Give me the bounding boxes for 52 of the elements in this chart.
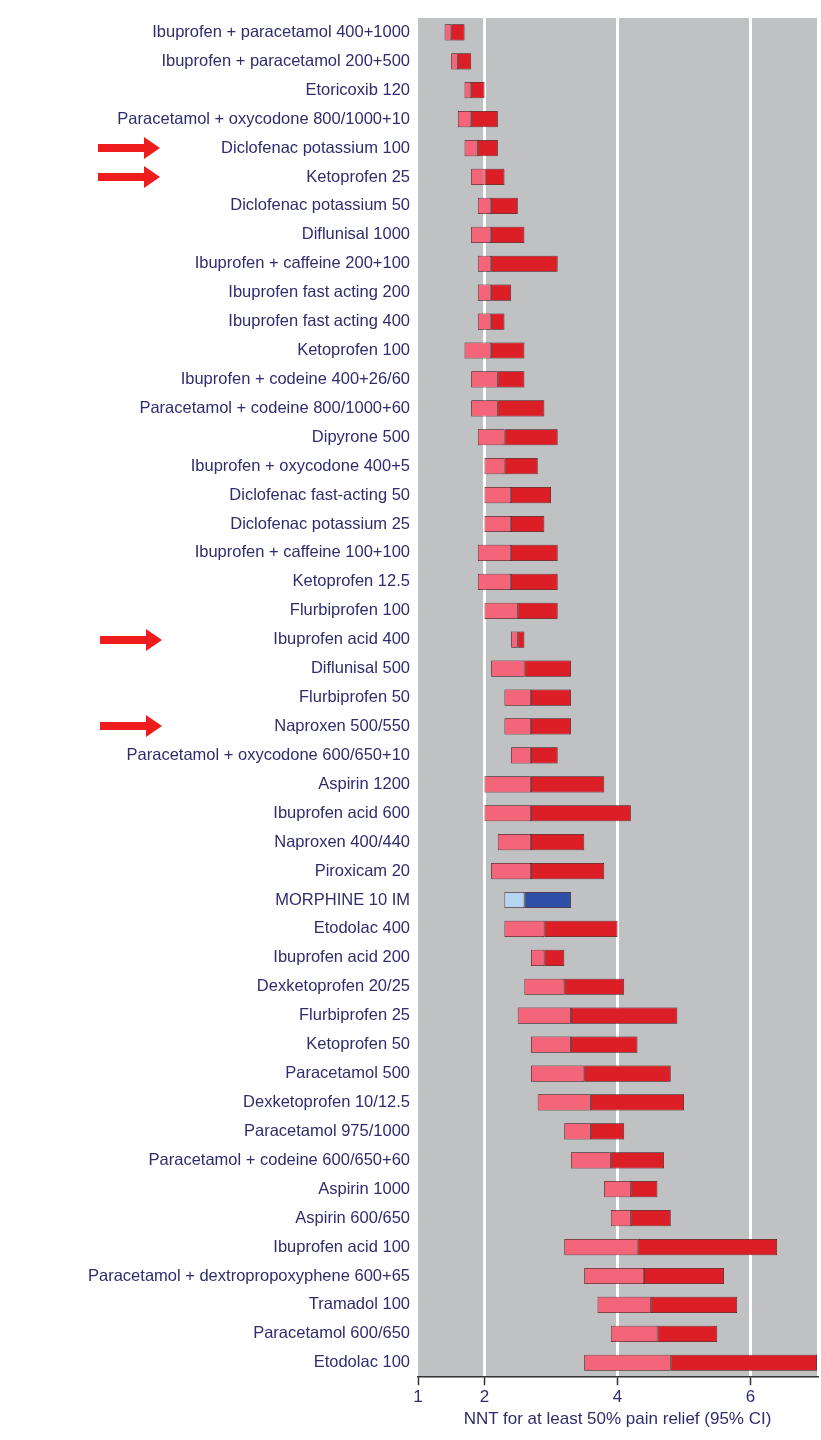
y-tick-label: Diflunisal 500 xyxy=(310,658,410,677)
x-tick-label: 1 xyxy=(413,1387,423,1407)
y-tick-label: Aspirin 1000 xyxy=(318,1178,410,1197)
y-tick-label: Flurbiprofen 100 xyxy=(289,600,410,619)
y-tick-label: MORPHINE 10 IM xyxy=(275,889,410,908)
y-tick-label: Ketoprofen 100 xyxy=(297,340,410,359)
y-tick-label: Paracetamol + oxycodone 800/1000+10 xyxy=(117,108,410,127)
y-tick-label: Diclofenac potassium 100 xyxy=(221,137,410,156)
y-tick-label: Ketoprofen 25 xyxy=(306,166,410,185)
y-tick-label: Naproxen 400/440 xyxy=(274,831,410,850)
y-tick-label: Etodolac 100 xyxy=(313,1352,410,1371)
y-tick-label: Diflunisal 1000 xyxy=(301,224,410,243)
y-tick-label: Piroxicam 20 xyxy=(314,860,410,879)
y-tick-label: Flurbiprofen 50 xyxy=(299,687,410,706)
y-tick-label: Aspirin 1200 xyxy=(318,773,410,792)
y-tick-label: Flurbiprofen 25 xyxy=(299,1005,410,1024)
y-tick-label: Paracetamol + codeine 800/1000+60 xyxy=(139,397,410,416)
y-tick-label: Dexketoprofen 20/25 xyxy=(256,976,410,995)
y-tick-label: Diclofenac potassium 50 xyxy=(230,195,410,214)
y-tick-label: Ibuprofen acid 100 xyxy=(273,1236,410,1255)
y-tick-label: Ibuprofen + caffeine 100+100 xyxy=(194,542,410,561)
x-tick-label: 4 xyxy=(612,1387,623,1407)
y-tick-label: Tramadol 100 xyxy=(308,1294,410,1313)
y-tick-label: Ibuprofen + paracetamol 400+1000 xyxy=(152,21,410,40)
y-tick-label: Ibuprofen fast acting 200 xyxy=(228,282,410,301)
y-tick-label: Ibuprofen + paracetamol 200+500 xyxy=(161,50,410,69)
y-tick-label: Ibuprofen + codeine 400+26/60 xyxy=(180,368,410,387)
y-tick-label: Dexketoprofen 10/12.5 xyxy=(243,1091,410,1110)
y-tick-label: Ibuprofen + caffeine 200+100 xyxy=(194,253,410,272)
y-tick-label: Dipyrone 500 xyxy=(311,426,410,445)
y-tick-label: Ketoprofen 50 xyxy=(306,1034,410,1053)
y-tick-label: Ibuprofen acid 400 xyxy=(273,629,410,648)
y-tick-label: Ibuprofen acid 600 xyxy=(273,802,410,821)
y-tick-label: Etodolac 400 xyxy=(313,918,410,937)
y-tick-label: Naproxen 500/550 xyxy=(274,716,410,735)
y-tick-label: Paracetamol 500 xyxy=(285,1063,410,1082)
y-tick-label: Etoricoxib 120 xyxy=(305,79,410,98)
y-tick-label: Diclofenac fast-acting 50 xyxy=(229,484,410,503)
y-tick-label: Paracetamol 600/650 xyxy=(253,1323,410,1342)
y-tick-label: Paracetamol + dextropropoxyphene 600+65 xyxy=(88,1265,410,1284)
y-tick-label: Ibuprofen acid 200 xyxy=(273,947,410,966)
y-tick-label: Ibuprofen + oxycodone 400+5 xyxy=(190,455,410,474)
y-tick-label: Diclofenac potassium 25 xyxy=(230,513,410,532)
y-tick-label: Paracetamol + oxycodone 600/650+10 xyxy=(126,744,410,763)
y-tick-label: Paracetamol 975/1000 xyxy=(243,1120,410,1139)
y-tick-label: Ketoprofen 12.5 xyxy=(292,571,410,590)
y-tick-label: Paracetamol + codeine 600/650+60 xyxy=(148,1149,410,1168)
y-tick-label: Aspirin 600/650 xyxy=(295,1207,410,1226)
x-axis-title: NNT for at least 50% pain relief (95% CI) xyxy=(463,1409,772,1429)
y-tick-label: Ibuprofen fast acting 400 xyxy=(228,311,410,330)
x-tick-label: 6 xyxy=(745,1387,756,1407)
x-tick-label: 2 xyxy=(479,1387,490,1407)
